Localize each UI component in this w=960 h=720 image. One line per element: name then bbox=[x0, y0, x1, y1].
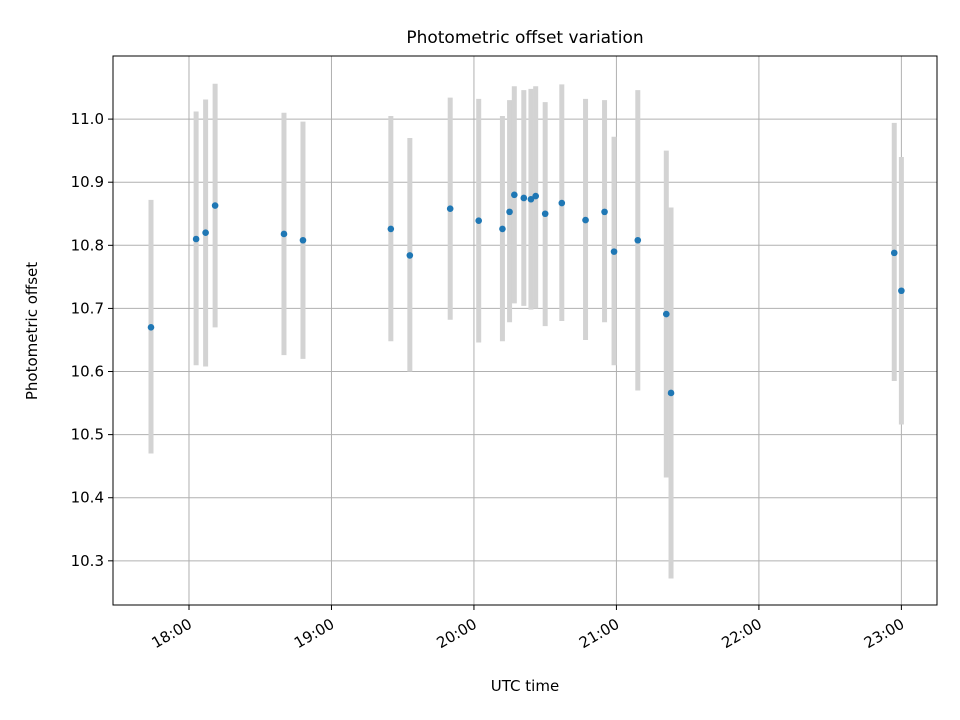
data-point bbox=[446, 205, 454, 213]
data-point bbox=[387, 225, 395, 233]
x-tick-label: 22:00 bbox=[718, 615, 764, 652]
x-tick-label: 23:00 bbox=[861, 615, 907, 652]
data-point bbox=[211, 202, 219, 209]
y-tick-label: 10.6 bbox=[71, 363, 104, 381]
x-tick-label: 18:00 bbox=[149, 615, 195, 652]
plot-frame bbox=[112, 55, 938, 606]
x-axis: 18:00 19:00 20:00 21:00 22:00 23:00 bbox=[149, 605, 907, 652]
data-point bbox=[406, 252, 414, 259]
data-point bbox=[527, 195, 535, 203]
data-point bbox=[299, 236, 307, 244]
data-point bbox=[147, 324, 155, 331]
y-tick-label: 11.0 bbox=[71, 110, 104, 128]
data-point bbox=[506, 208, 513, 216]
data-point bbox=[558, 199, 566, 207]
data-point bbox=[192, 235, 200, 243]
data-point bbox=[541, 210, 549, 218]
y-tick-label: 10.7 bbox=[71, 299, 104, 317]
data-point bbox=[280, 230, 288, 238]
y-tick-label: 10.5 bbox=[71, 426, 104, 444]
data-point bbox=[898, 287, 905, 295]
data-point bbox=[610, 248, 618, 255]
y-axis-label: Photometric offset bbox=[23, 262, 41, 400]
data-points bbox=[147, 191, 905, 397]
chart-title: Photometric offset variation bbox=[406, 28, 643, 48]
x-axis-label: UTC time bbox=[491, 677, 559, 695]
data-point bbox=[532, 192, 539, 200]
data-point bbox=[890, 249, 898, 257]
data-point bbox=[499, 225, 506, 233]
y-tick-label: 10.9 bbox=[71, 173, 104, 191]
data-point bbox=[520, 194, 528, 202]
x-tick-label: 20:00 bbox=[434, 615, 480, 652]
data-point bbox=[634, 236, 642, 244]
data-point bbox=[582, 216, 589, 224]
data-point bbox=[475, 217, 482, 224]
x-tick-label: 21:00 bbox=[576, 615, 622, 652]
y-axis: 10.3 10.4 10.5 10.6 10.7 10.8 10.9 11.0 bbox=[71, 110, 113, 570]
y-tick-label: 10.3 bbox=[71, 552, 104, 570]
data-point bbox=[511, 191, 518, 199]
data-point bbox=[662, 310, 670, 318]
data-point bbox=[601, 208, 608, 216]
data-point bbox=[202, 229, 209, 236]
data-point bbox=[667, 389, 675, 397]
y-tick-label: 10.8 bbox=[71, 236, 104, 254]
y-tick-label: 10.4 bbox=[71, 489, 104, 507]
error-bars bbox=[148, 83, 904, 579]
x-tick-label: 19:00 bbox=[291, 615, 337, 652]
